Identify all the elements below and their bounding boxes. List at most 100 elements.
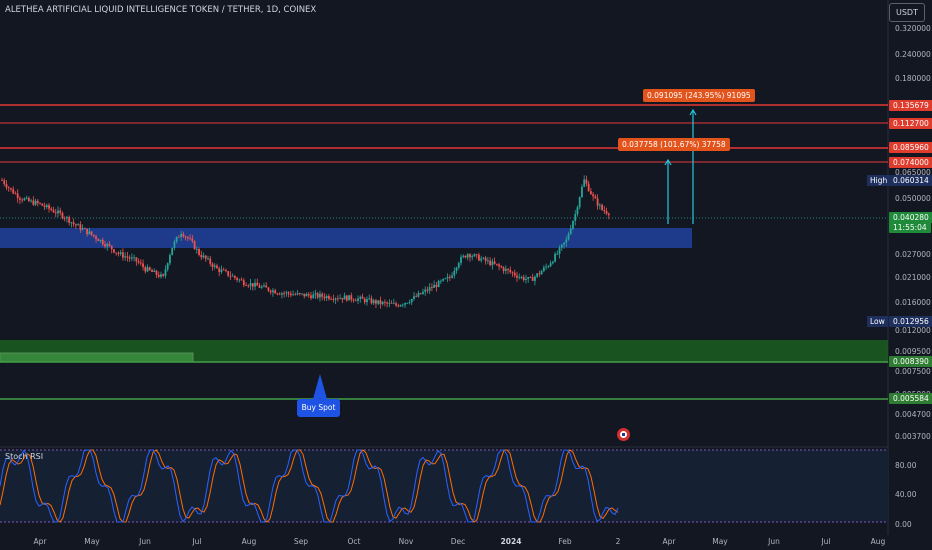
candle-body bbox=[184, 236, 187, 238]
candle-body bbox=[375, 300, 377, 304]
candle-body bbox=[164, 269, 167, 276]
candle-body bbox=[558, 247, 561, 254]
candle-body bbox=[484, 257, 487, 261]
candle-body bbox=[386, 302, 389, 304]
stoch-rsi-d-line bbox=[0, 449, 619, 523]
candle-body bbox=[274, 290, 277, 294]
candle-body bbox=[30, 200, 33, 202]
candle-body bbox=[330, 298, 333, 300]
currency-button[interactable]: USDT bbox=[889, 3, 925, 22]
candle-body bbox=[3, 180, 6, 185]
price-badge: 11:55:04 bbox=[889, 222, 931, 233]
candle-body bbox=[218, 268, 221, 272]
candle-body bbox=[525, 278, 527, 281]
candle-body bbox=[321, 293, 324, 297]
candle-body bbox=[54, 212, 57, 214]
candle-body bbox=[182, 233, 185, 237]
candle-body bbox=[74, 224, 77, 226]
price-badge: 0.008390 bbox=[889, 356, 932, 367]
candle-body bbox=[175, 236, 178, 242]
candle-body bbox=[469, 254, 471, 258]
candle-body bbox=[258, 285, 261, 288]
candle-body bbox=[79, 224, 82, 230]
candle-body bbox=[272, 290, 274, 293]
candle-body bbox=[124, 256, 127, 258]
us-flag-icon[interactable] bbox=[617, 428, 630, 441]
candle-body bbox=[323, 296, 326, 299]
candle-body bbox=[57, 210, 59, 214]
candle-body bbox=[549, 263, 552, 267]
candle-body bbox=[417, 293, 420, 297]
candle-body bbox=[294, 294, 297, 296]
candle-body bbox=[119, 252, 122, 254]
rsi-tick: 0.00 bbox=[895, 520, 912, 529]
time-tick: May bbox=[84, 537, 100, 546]
candle-body bbox=[560, 244, 563, 248]
candle-body bbox=[578, 197, 581, 208]
candle-body bbox=[186, 236, 189, 239]
candle-body bbox=[598, 204, 601, 206]
candle-body bbox=[455, 267, 458, 271]
candle-body bbox=[341, 297, 344, 300]
time-tick: Oct bbox=[347, 537, 361, 546]
candle-body bbox=[460, 256, 462, 264]
time-tick: Jul bbox=[821, 537, 831, 546]
candle-body bbox=[68, 217, 71, 223]
candle-body bbox=[213, 265, 216, 267]
candle-body bbox=[551, 261, 554, 264]
candle-body bbox=[592, 194, 595, 197]
candle-body bbox=[101, 239, 104, 245]
candle-body bbox=[160, 274, 162, 277]
candle-body bbox=[408, 302, 411, 304]
candle-body bbox=[10, 188, 12, 190]
candle-body bbox=[426, 289, 429, 291]
time-tick: Apr bbox=[662, 537, 676, 546]
candle-body bbox=[395, 303, 397, 306]
candle-body bbox=[283, 293, 286, 295]
candle-body bbox=[247, 285, 250, 287]
candle-body bbox=[556, 253, 559, 255]
candle-body bbox=[90, 231, 93, 235]
candle-body bbox=[368, 298, 371, 300]
candle-body bbox=[462, 255, 465, 257]
measure-label-upper[interactable]: 0.091095 (243.95%) 91095 bbox=[643, 89, 755, 102]
candle-body bbox=[276, 293, 279, 295]
price-tick: 0.009500 bbox=[895, 347, 931, 356]
candle-body bbox=[104, 244, 106, 247]
candle-body bbox=[254, 282, 256, 287]
candle-body bbox=[113, 249, 115, 253]
measure-label-lower[interactable]: 0.037758 (101.67%) 37758 bbox=[618, 138, 730, 151]
candle-body bbox=[14, 193, 17, 195]
candle-body bbox=[287, 292, 290, 294]
candle-body bbox=[34, 200, 37, 205]
candle-body bbox=[126, 256, 129, 258]
candle-body bbox=[236, 277, 239, 280]
price-badge: 0.040280 bbox=[889, 212, 932, 223]
candle-body bbox=[383, 301, 386, 303]
candle-body bbox=[249, 283, 252, 286]
candle-body bbox=[180, 233, 183, 237]
candle-body bbox=[142, 263, 144, 268]
buy-spot-callout[interactable]: Buy Spot bbox=[297, 399, 340, 417]
candle-body bbox=[157, 274, 160, 277]
candle-body bbox=[72, 222, 75, 225]
candle-body bbox=[97, 239, 100, 242]
candle-body bbox=[554, 253, 556, 262]
candle-body bbox=[527, 277, 530, 279]
candle-body bbox=[542, 267, 545, 272]
candle-body bbox=[59, 210, 62, 213]
high-label: High bbox=[867, 175, 891, 186]
candle-body bbox=[422, 291, 424, 294]
candle-body bbox=[406, 302, 409, 304]
candle-body bbox=[334, 298, 337, 300]
buy-spot-pointer bbox=[313, 374, 327, 399]
candle-body bbox=[139, 262, 142, 264]
candle-body bbox=[202, 255, 205, 258]
candle-body bbox=[370, 298, 373, 304]
candle-body bbox=[603, 209, 606, 212]
price-tick: 0.320000 bbox=[895, 24, 931, 33]
candle-body bbox=[366, 299, 368, 303]
candle-body bbox=[242, 280, 245, 286]
candle-body bbox=[339, 297, 342, 299]
